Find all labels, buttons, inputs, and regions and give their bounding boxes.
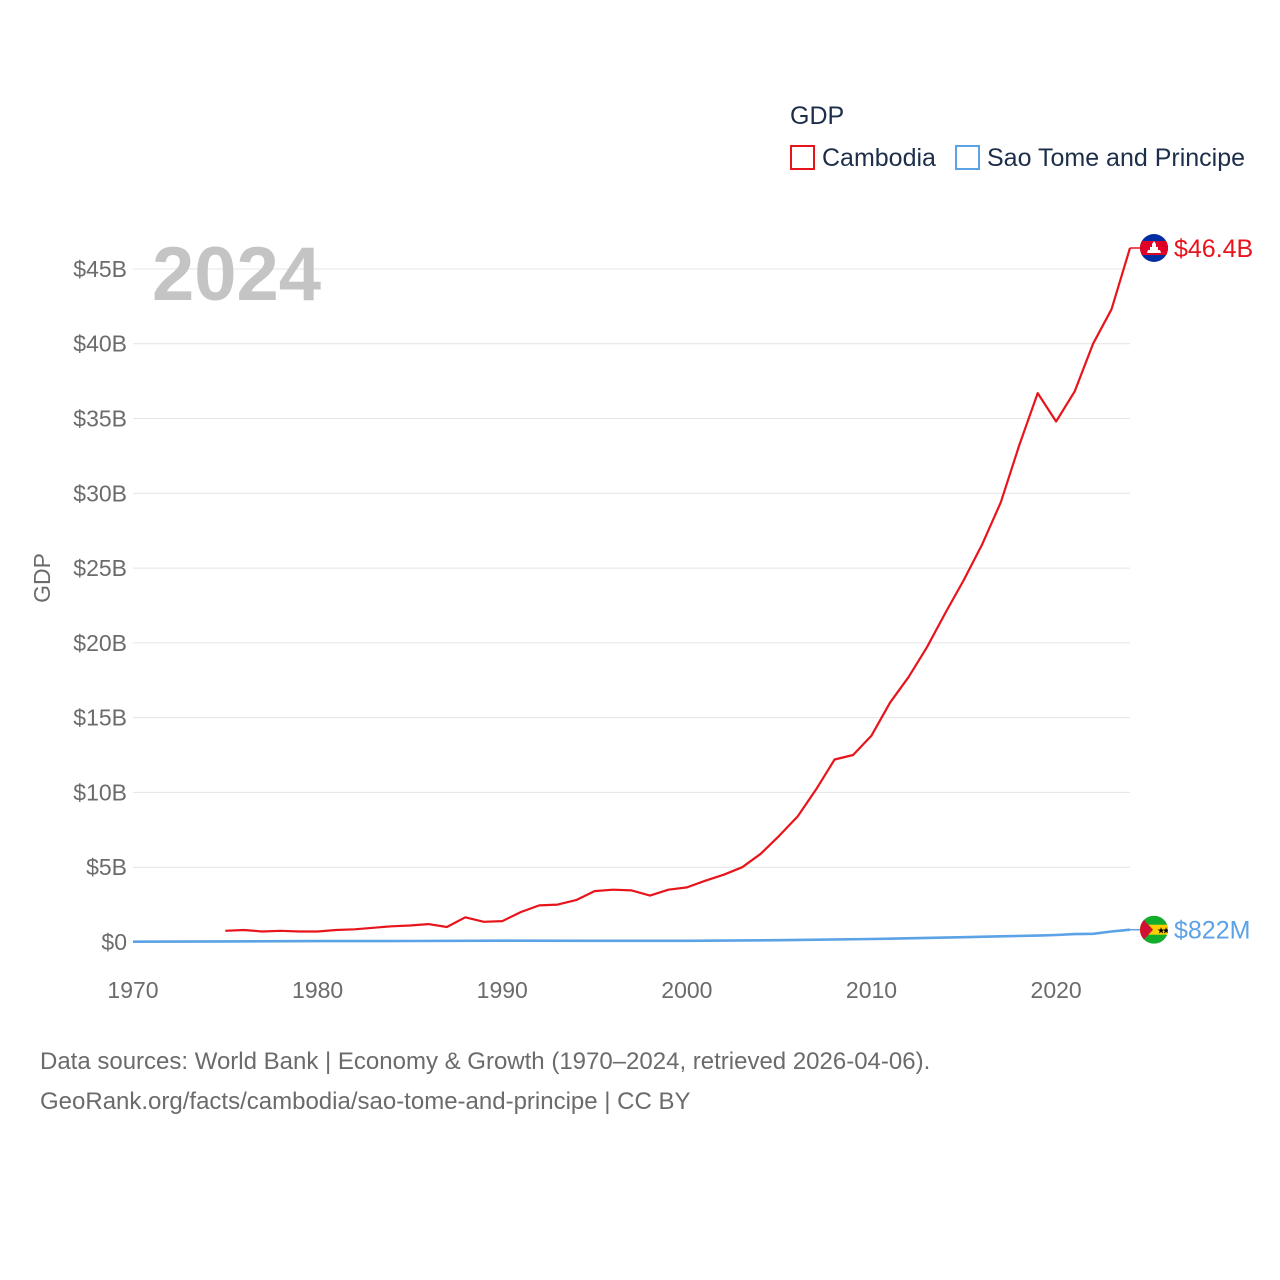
y-tick-label: $45B <box>73 256 127 282</box>
svg-text:★: ★ <box>1157 927 1165 937</box>
y-tick-label: $5B <box>86 854 127 880</box>
legend-title: GDP <box>790 102 844 130</box>
footer-sources: Data sources: World Bank | Economy & Gro… <box>40 1042 930 1122</box>
svg-text:★: ★ <box>1162 927 1170 937</box>
y-tick-label: $25B <box>73 555 127 581</box>
y-tick-label: $0 <box>101 929 127 955</box>
legend[interactable]: GDP Cambodia Sao Tome and Principe <box>790 102 1245 172</box>
footer-line-sources: Data sources: World Bank | Economy & Gro… <box>40 1048 931 1075</box>
legend-label-cambodia[interactable]: Cambodia <box>822 144 936 172</box>
x-tick-label: 1980 <box>292 977 343 1003</box>
x-tick-label: 1970 <box>107 977 158 1003</box>
x-tick-label: 2010 <box>846 977 897 1003</box>
cambodia-flag-icon <box>1140 234 1168 262</box>
y-tick-label: $40B <box>73 331 127 357</box>
x-tick-label: 1990 <box>477 977 528 1003</box>
sao-tome-flag-icon: ★ ★ <box>1140 915 1170 944</box>
x-tick-label: 2020 <box>1031 977 1082 1003</box>
gdp-line-chart: $0 $5B $10B $15B $20B $25B $30B $35B $40B $45B 19… <box>29 102 1253 1003</box>
y-tick-label: $20B <box>73 630 127 656</box>
end-label-cambodia: $46.4B <box>1174 235 1253 263</box>
y-axis-label: GDP <box>29 553 55 603</box>
y-tick-label: $30B <box>73 480 127 506</box>
y-tick-label: $10B <box>73 779 127 805</box>
legend-label-sao-tome[interactable]: Sao Tome and Principe <box>987 144 1245 172</box>
end-label-sao-tome: $822M <box>1174 917 1250 945</box>
legend-swatch-sao-tome[interactable] <box>955 145 980 170</box>
footer-line-link[interactable]: GeoRank.org/facts/cambodia/sao-tome-and-… <box>40 1088 691 1115</box>
series-line-cambodia[interactable] <box>225 247 1132 933</box>
legend-swatch-cambodia[interactable] <box>790 145 815 170</box>
y-axis-ticks: $0 $5B $10B $15B $20B $25B $30B $35B $40B $45B <box>73 256 127 955</box>
gridlines <box>133 268 1130 868</box>
current-year-label: 2024 <box>152 232 321 317</box>
series-lines <box>132 247 1142 944</box>
series-line-sao-tome[interactable] <box>132 928 1131 944</box>
x-tick-label: 2000 <box>661 977 712 1003</box>
y-tick-label: $35B <box>73 406 127 432</box>
y-tick-label: $15B <box>73 705 127 731</box>
x-axis-ticks: 1970 1980 1990 2000 2010 2020 <box>107 977 1081 1003</box>
